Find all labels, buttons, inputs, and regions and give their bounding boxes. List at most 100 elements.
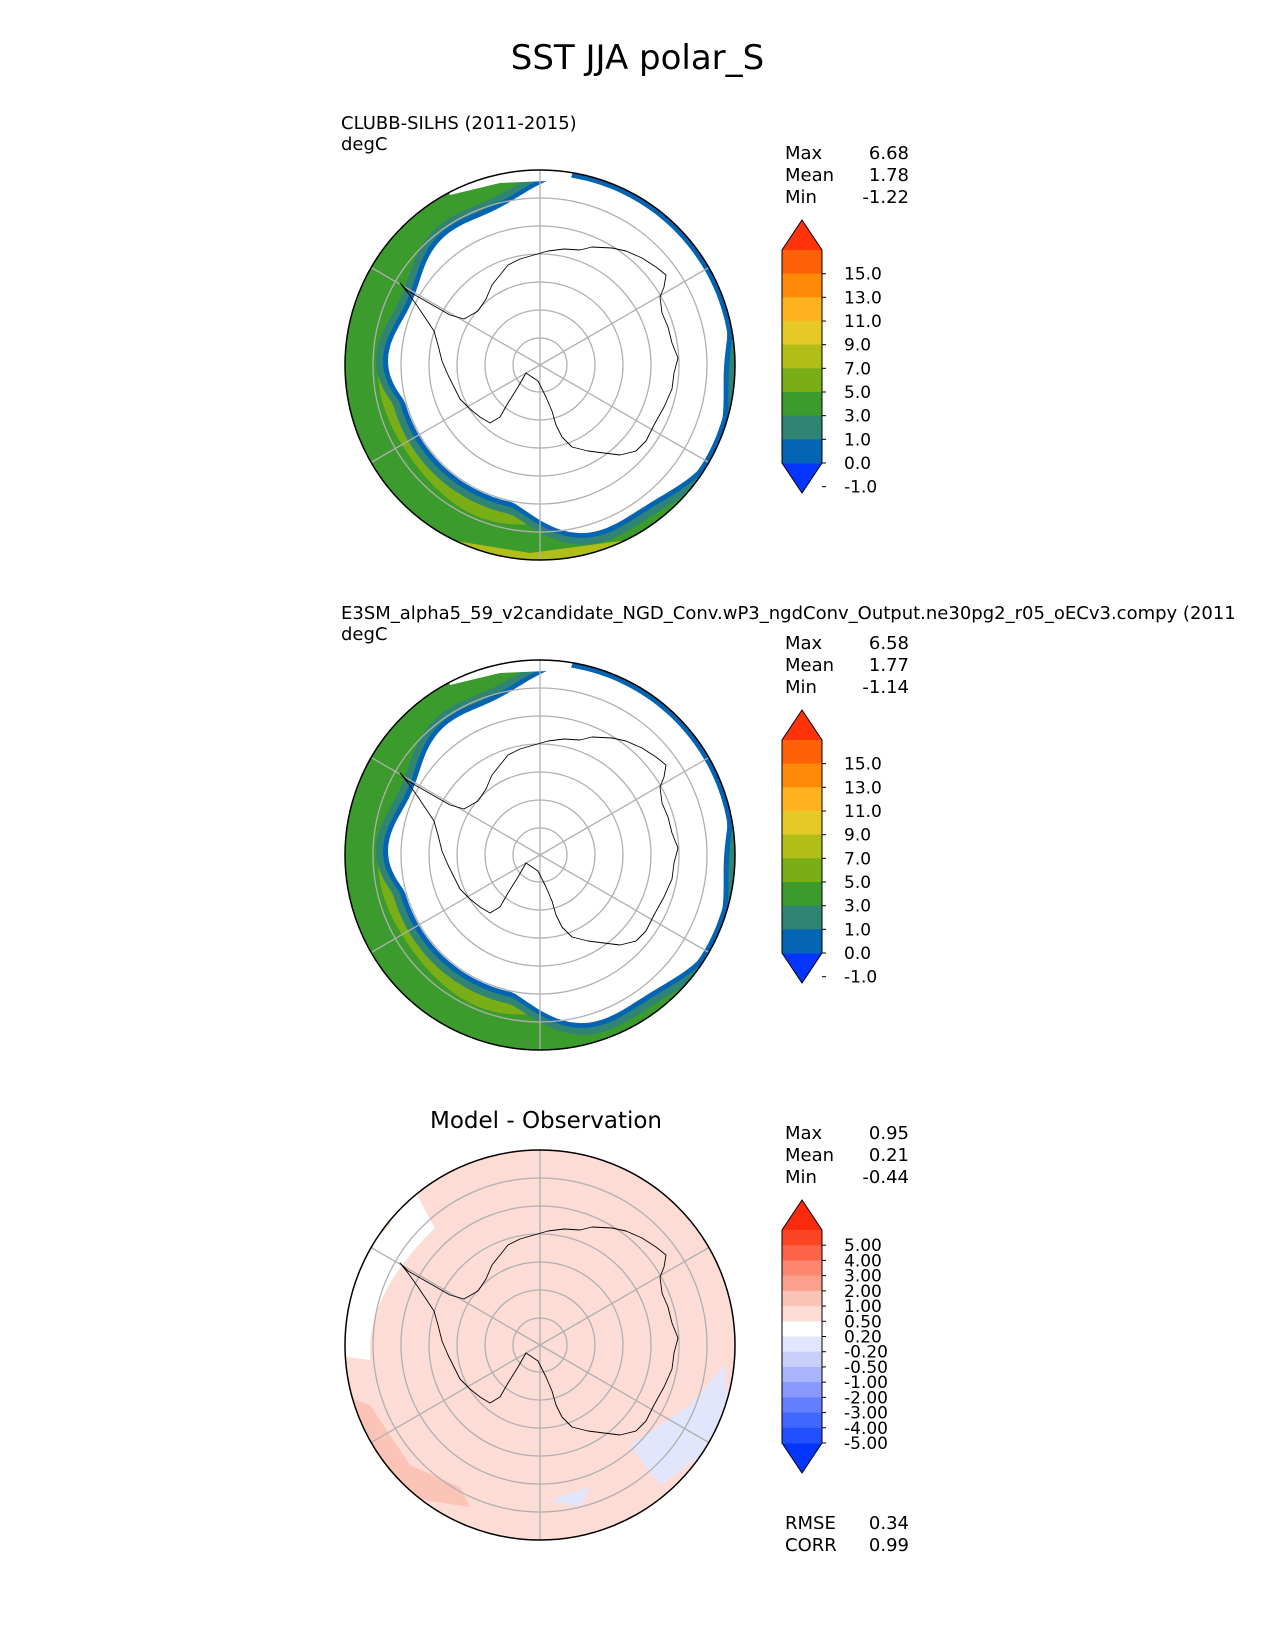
colorbar-bin: [782, 1443, 822, 1473]
colorbar-bins: [782, 220, 822, 493]
colorbar-bin: [782, 1366, 822, 1383]
stat-value: -0.44: [862, 1167, 909, 1188]
graticule: [370, 1150, 710, 1540]
colorbar-bin: [782, 905, 822, 930]
colorbar-bin: [782, 1260, 822, 1277]
colorbar-tick-label: 7.0: [844, 849, 871, 869]
meridian-line: [539, 1246, 710, 1346]
colorbar-bin: [782, 415, 822, 440]
colorbar-bin: [782, 368, 822, 393]
colorbar-tick-label: 13.0: [844, 778, 882, 798]
colorbar-bin: [782, 1245, 822, 1261]
stat-value: 0.95: [868, 1123, 909, 1144]
meridian-line: [539, 266, 710, 366]
meridian-line: [539, 854, 710, 954]
panel1-map: [330, 169, 736, 561]
stat-label: Min: [785, 677, 817, 698]
colorbar-bin: [782, 710, 822, 740]
colorbar-bin: [782, 273, 822, 298]
colorbar-tick-label: 15.0: [844, 265, 882, 285]
colorbar-bins: [782, 710, 822, 983]
stat-label: Mean: [785, 655, 835, 676]
colorbar-bin: [782, 811, 822, 836]
colorbar-bin: [782, 321, 822, 346]
colorbar-tick-label: -1.0: [844, 478, 877, 498]
colorbar-tick-label: 3.00: [844, 1267, 882, 1287]
stat-label: Min: [785, 187, 817, 208]
colorbar-bin: [782, 1427, 822, 1444]
colorbar-bin: [782, 763, 822, 788]
colorbar-tick-label: 9.0: [844, 336, 871, 356]
stat-label: Mean: [785, 1145, 835, 1166]
colorbar-tick-label: 0.0: [844, 454, 871, 474]
panel3-colorbar: 5.004.003.002.001.000.500.20-0.20-0.50-1…: [781, 1199, 888, 1474]
meridian-line: [370, 1344, 541, 1444]
panel1-title: CLUBB-SILHS (2011-2015): [341, 113, 577, 134]
diff-region-negative: [550, 1487, 590, 1507]
colorbar-bin: [782, 1230, 822, 1246]
colorbar-bin: [782, 1321, 822, 1337]
colorbar-tick-label: 7.0: [844, 359, 871, 379]
sea-ice-mask: [440, 660, 580, 685]
stat-value: 1.78: [868, 165, 909, 186]
sst-band-5-7: [330, 305, 344, 365]
stat-value: 1.77: [868, 655, 909, 676]
stat-label: CORR: [785, 1535, 837, 1556]
colorbar-tick-label: -1.0: [844, 968, 877, 988]
map-boundary: [344, 169, 736, 561]
colorbar-tick-label: 11.0: [844, 312, 882, 332]
colorbar-tick-label: 13.0: [844, 288, 882, 308]
colorbar-tick-label: -4.00: [844, 1419, 888, 1439]
colorbar-tick-label: 9.0: [844, 826, 871, 846]
stat-value: 0.99: [868, 1535, 909, 1556]
figure-title: SST JJA polar_S: [510, 38, 765, 78]
panel1-colorbar: 15.0 13.0 11.0 9.0 7.0 5.0 3.0 1.0 0.0 -1.0: [781, 219, 882, 498]
panel2-stats: Max 6.58 Mean 1.77 Min -1.14: [785, 633, 909, 699]
stat-value: 6.68: [868, 143, 909, 164]
stat-value: -1.14: [862, 677, 909, 698]
antarctica-coastline: [399, 1226, 679, 1436]
sst-band-5-7: [330, 795, 344, 855]
colorbar-bin: [782, 929, 822, 954]
antarctica-coastline: [399, 246, 679, 456]
colorbar-bin: [782, 1275, 822, 1292]
map-boundary: [344, 1149, 736, 1541]
colorbar-tick-label: 0.0: [844, 944, 871, 964]
colorbar-bin: [782, 1397, 822, 1414]
colorbar-bin: [782, 1306, 822, 1322]
colorbar-tick-label: 2.00: [844, 1282, 882, 1302]
panel3-extra-stats: RMSE 0.34 CORR 0.99: [785, 1513, 909, 1557]
stat-label: Max: [785, 1123, 823, 1144]
colorbar-tick-label: 5.00: [844, 1236, 882, 1256]
colorbar-bin: [782, 1382, 822, 1398]
colorbar-tick-label: 3.0: [844, 407, 871, 427]
colorbar-bin: [782, 882, 822, 907]
colorbar-bin: [782, 858, 822, 883]
meridian-line: [539, 1344, 710, 1444]
colorbar-tick-label: 15.0: [844, 755, 882, 775]
colorbar-tick-label: 5.0: [844, 383, 871, 403]
colorbar-tick-label: -2.00: [844, 1388, 888, 1408]
panel2-title: E3SM_alpha5_59_v2candidate_NGD_Conv.wP3_…: [341, 603, 1236, 624]
panel2-units: degC: [341, 624, 388, 645]
stat-label: Mean: [785, 165, 835, 186]
meridian-line: [539, 364, 710, 464]
colorbar-tick-label: 3.0: [844, 897, 871, 917]
panel3-map: [344, 1149, 736, 1541]
stat-value: 0.34: [868, 1513, 909, 1534]
colorbar-bin: [782, 1290, 822, 1307]
colorbar-bin: [782, 297, 822, 322]
colorbar-bin: [782, 250, 822, 275]
stat-value: -1.22: [862, 187, 909, 208]
colorbar-tick-label: -5.00: [844, 1434, 888, 1454]
colorbar-tick-label: -3.00: [844, 1404, 888, 1424]
graticule: [370, 170, 710, 560]
diff-region-positive-strong: [345, 1395, 470, 1507]
stat-label: RMSE: [785, 1513, 836, 1534]
colorbar-tick-label: 0.50: [844, 1312, 882, 1332]
map-boundary: [344, 659, 736, 1051]
colorbar-tick-label: -0.20: [844, 1343, 888, 1363]
panel1-units: degC: [341, 134, 388, 155]
diff-region-negative: [630, 1365, 730, 1485]
colorbar-bin: [782, 439, 822, 464]
